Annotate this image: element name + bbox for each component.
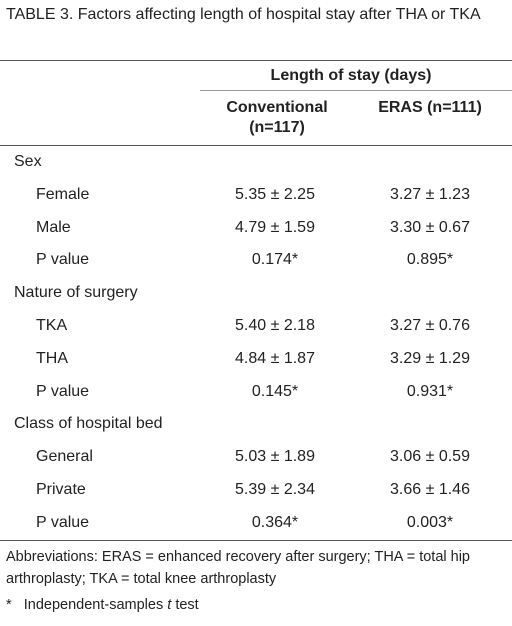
row-label: Female — [36, 185, 90, 203]
row-label: Private — [36, 481, 86, 498]
conventional-value: 0.364* — [251, 513, 299, 531]
eras-value: 3.27 ± 0.76 — [390, 317, 470, 334]
conventional-value: 4.79 ± 1.59 — [235, 218, 315, 236]
bottom-rule — [0, 540, 512, 541]
group-header: Length of stay (days) — [270, 67, 432, 84]
section-label: Nature of surgery — [14, 284, 138, 302]
row-label: TKA — [36, 317, 68, 334]
row-label: Male — [36, 218, 71, 236]
group-rule — [200, 90, 512, 91]
eras-value: 0.003* — [406, 513, 454, 531]
table-title: TABLE 3. Factors affecting length of hos… — [6, 4, 506, 26]
footnote-mark: * — [6, 597, 12, 613]
conventional-value: 5.40 ± 2.18 — [235, 317, 315, 334]
conventional-value: 5.39 ± 2.34 — [235, 481, 315, 498]
eras-value: 3.66 ± 1.46 — [390, 481, 470, 498]
row-label: P value — [36, 513, 90, 531]
test-text: test — [175, 597, 199, 613]
top-rule — [0, 60, 512, 61]
section-label: Sex — [14, 153, 42, 170]
eras-value: 3.30 ± 0.67 — [390, 218, 470, 236]
abbreviations: Abbreviations: ERAS = enhanced recovery … — [6, 549, 470, 587]
row-label: P value — [36, 251, 90, 269]
conventional-value: 5.35 ± 2.25 — [235, 185, 315, 203]
conventional-value: 5.03 ± 1.89 — [235, 448, 315, 466]
title-text: Factors affecting length of hospital sta… — [77, 6, 481, 23]
column-header: ERAS (n=111) — [378, 99, 482, 116]
row-label: General — [36, 448, 93, 466]
title-label: TABLE 3. — [6, 6, 74, 23]
eras-value: 3.29 ± 1.29 — [390, 349, 470, 367]
test-text: Independent-samples — [23, 597, 164, 613]
section-label: Class of hospital bed — [14, 415, 163, 433]
conventional-value: 0.145* — [251, 382, 299, 400]
column-header: Conventional (n=117) — [226, 99, 328, 136]
eras-value: 0.895* — [406, 251, 454, 269]
row-label: P value — [36, 382, 90, 400]
eras-value: 3.27 ± 1.23 — [390, 185, 470, 203]
test-note: * Independent-samples t test — [6, 594, 506, 616]
conventional-value: 0.174* — [251, 251, 299, 269]
conventional-value: 4.84 ± 1.87 — [235, 349, 315, 367]
header-rule — [0, 145, 512, 146]
eras-value: 3.06 ± 0.59 — [390, 448, 470, 466]
eras-value: 0.931* — [406, 382, 454, 400]
test-italic: t — [167, 597, 172, 613]
row-label: THA — [36, 349, 68, 367]
